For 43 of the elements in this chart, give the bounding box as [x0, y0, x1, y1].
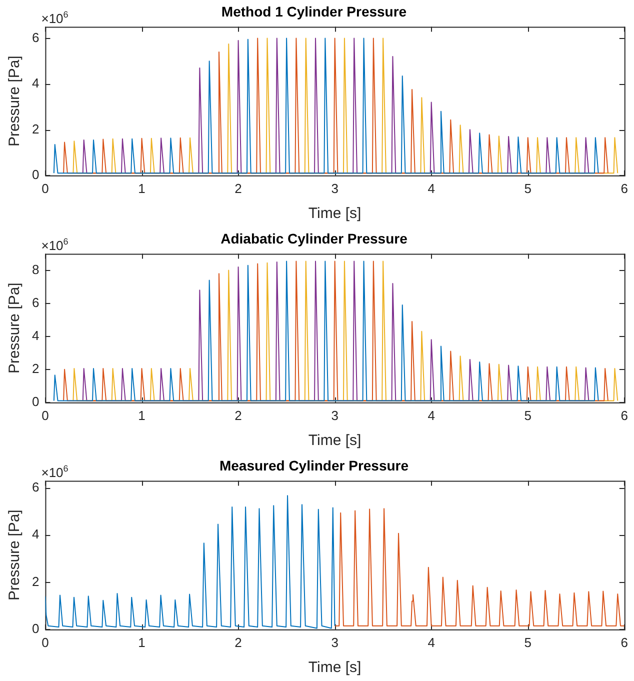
- x-axis-title: Time [s]: [308, 205, 362, 222]
- x-tick-label: 1: [138, 408, 146, 423]
- y-tick-label: 2: [32, 121, 40, 136]
- x-tick-label: 3: [331, 408, 338, 423]
- y-tick-label: 0: [32, 620, 40, 636]
- y-tick-label: 0: [32, 166, 40, 182]
- x-tick-label: 4: [428, 180, 435, 196]
- y-tick-label: 6: [32, 294, 40, 310]
- x-tick-label: 2: [234, 180, 242, 196]
- x-tick-label: 5: [524, 180, 532, 196]
- x-tick-label: 2: [234, 634, 242, 650]
- x-axis-title: Time [s]: [308, 432, 362, 450]
- x-tick-label: 3: [331, 634, 338, 650]
- x-tick-label: 0: [42, 180, 49, 196]
- y-tick-label: 2: [32, 574, 40, 589]
- chart-title: Method 1 Cylinder Pressure: [221, 3, 407, 20]
- chart-title: Measured Cylinder Pressure: [219, 457, 409, 474]
- y-tick-label: 4: [32, 76, 40, 91]
- y-tick-label: 6: [32, 479, 40, 494]
- chart-title: Adiabatic Cylinder Pressure: [220, 230, 408, 246]
- x-tick-label: 0: [42, 408, 49, 423]
- x-tick-label: 6: [620, 180, 628, 196]
- y-tick-label: 4: [32, 328, 40, 343]
- x-tick-label: 5: [524, 408, 532, 423]
- x-tick-label: 4: [428, 408, 435, 423]
- x-tick-label: 5: [524, 634, 532, 650]
- x-tick-label: 1: [138, 180, 146, 196]
- y-tick-label: 2: [32, 360, 40, 376]
- y-tick-label: 8: [32, 262, 40, 277]
- y-tick-label: 0: [32, 394, 40, 409]
- x-tick-label: 4: [428, 634, 435, 650]
- y-axis-title: Pressure [Pa]: [6, 510, 24, 601]
- y-axis-title: Pressure [Pa]: [6, 282, 24, 374]
- x-tick-label: 1: [138, 634, 146, 650]
- x-tick-label: 6: [620, 634, 628, 650]
- x-axis-title: Time [s]: [308, 659, 362, 676]
- y-tick-label: 6: [32, 30, 40, 45]
- x-tick-label: 6: [620, 408, 628, 423]
- x-tick-label: 2: [234, 408, 242, 423]
- x-tick-label: 3: [331, 180, 338, 196]
- x-tick-label: 0: [42, 634, 49, 650]
- y-axis-title: Pressure [Pa]: [6, 56, 24, 147]
- y-tick-label: 4: [32, 526, 40, 542]
